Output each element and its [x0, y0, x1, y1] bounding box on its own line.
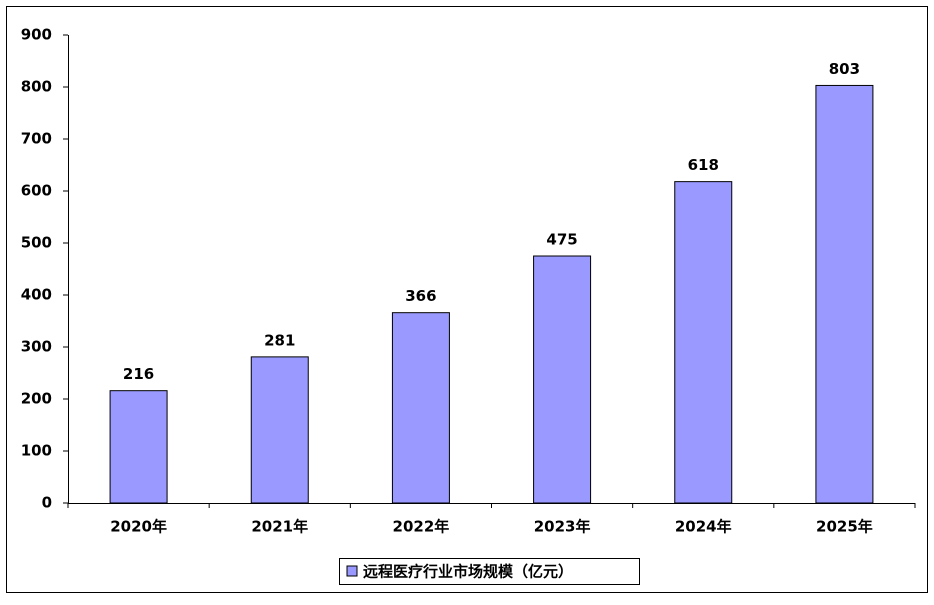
y-tick-label: 600 [21, 182, 52, 200]
x-tick-label: 2024年 [675, 518, 732, 536]
x-tick-label: 2021年 [251, 518, 308, 536]
x-tick-label: 2022年 [393, 518, 450, 536]
bar [391, 312, 450, 504]
chart-border [6, 6, 928, 593]
y-tick-label: 400 [21, 286, 52, 304]
y-tick-label: 500 [21, 234, 52, 252]
bar [533, 255, 592, 504]
data-label: 281 [264, 331, 295, 349]
y-tick-label: 800 [21, 78, 52, 96]
legend-swatch [346, 565, 358, 577]
data-label: 803 [829, 60, 860, 78]
data-label: 475 [546, 231, 577, 249]
bar [109, 390, 168, 504]
bar [674, 181, 733, 504]
y-tick-label: 300 [21, 338, 52, 356]
y-tick-label: 700 [21, 130, 52, 148]
data-label: 216 [123, 365, 154, 383]
y-tick-label: 200 [21, 390, 52, 408]
data-label: 366 [405, 287, 436, 305]
y-tick-label: 900 [21, 26, 52, 44]
data-label: 618 [688, 156, 719, 174]
y-tick-label: 100 [21, 442, 52, 460]
x-tick-label: 2025年 [816, 518, 873, 536]
x-tick-label: 2023年 [534, 518, 591, 536]
x-tick-label: 2020年 [110, 518, 167, 536]
legend-box [339, 558, 640, 585]
bar [815, 84, 874, 504]
y-tick-label: 0 [42, 494, 52, 512]
bar [250, 356, 309, 504]
legend-label: 远程医疗行业市场规模（亿元） [363, 563, 573, 581]
